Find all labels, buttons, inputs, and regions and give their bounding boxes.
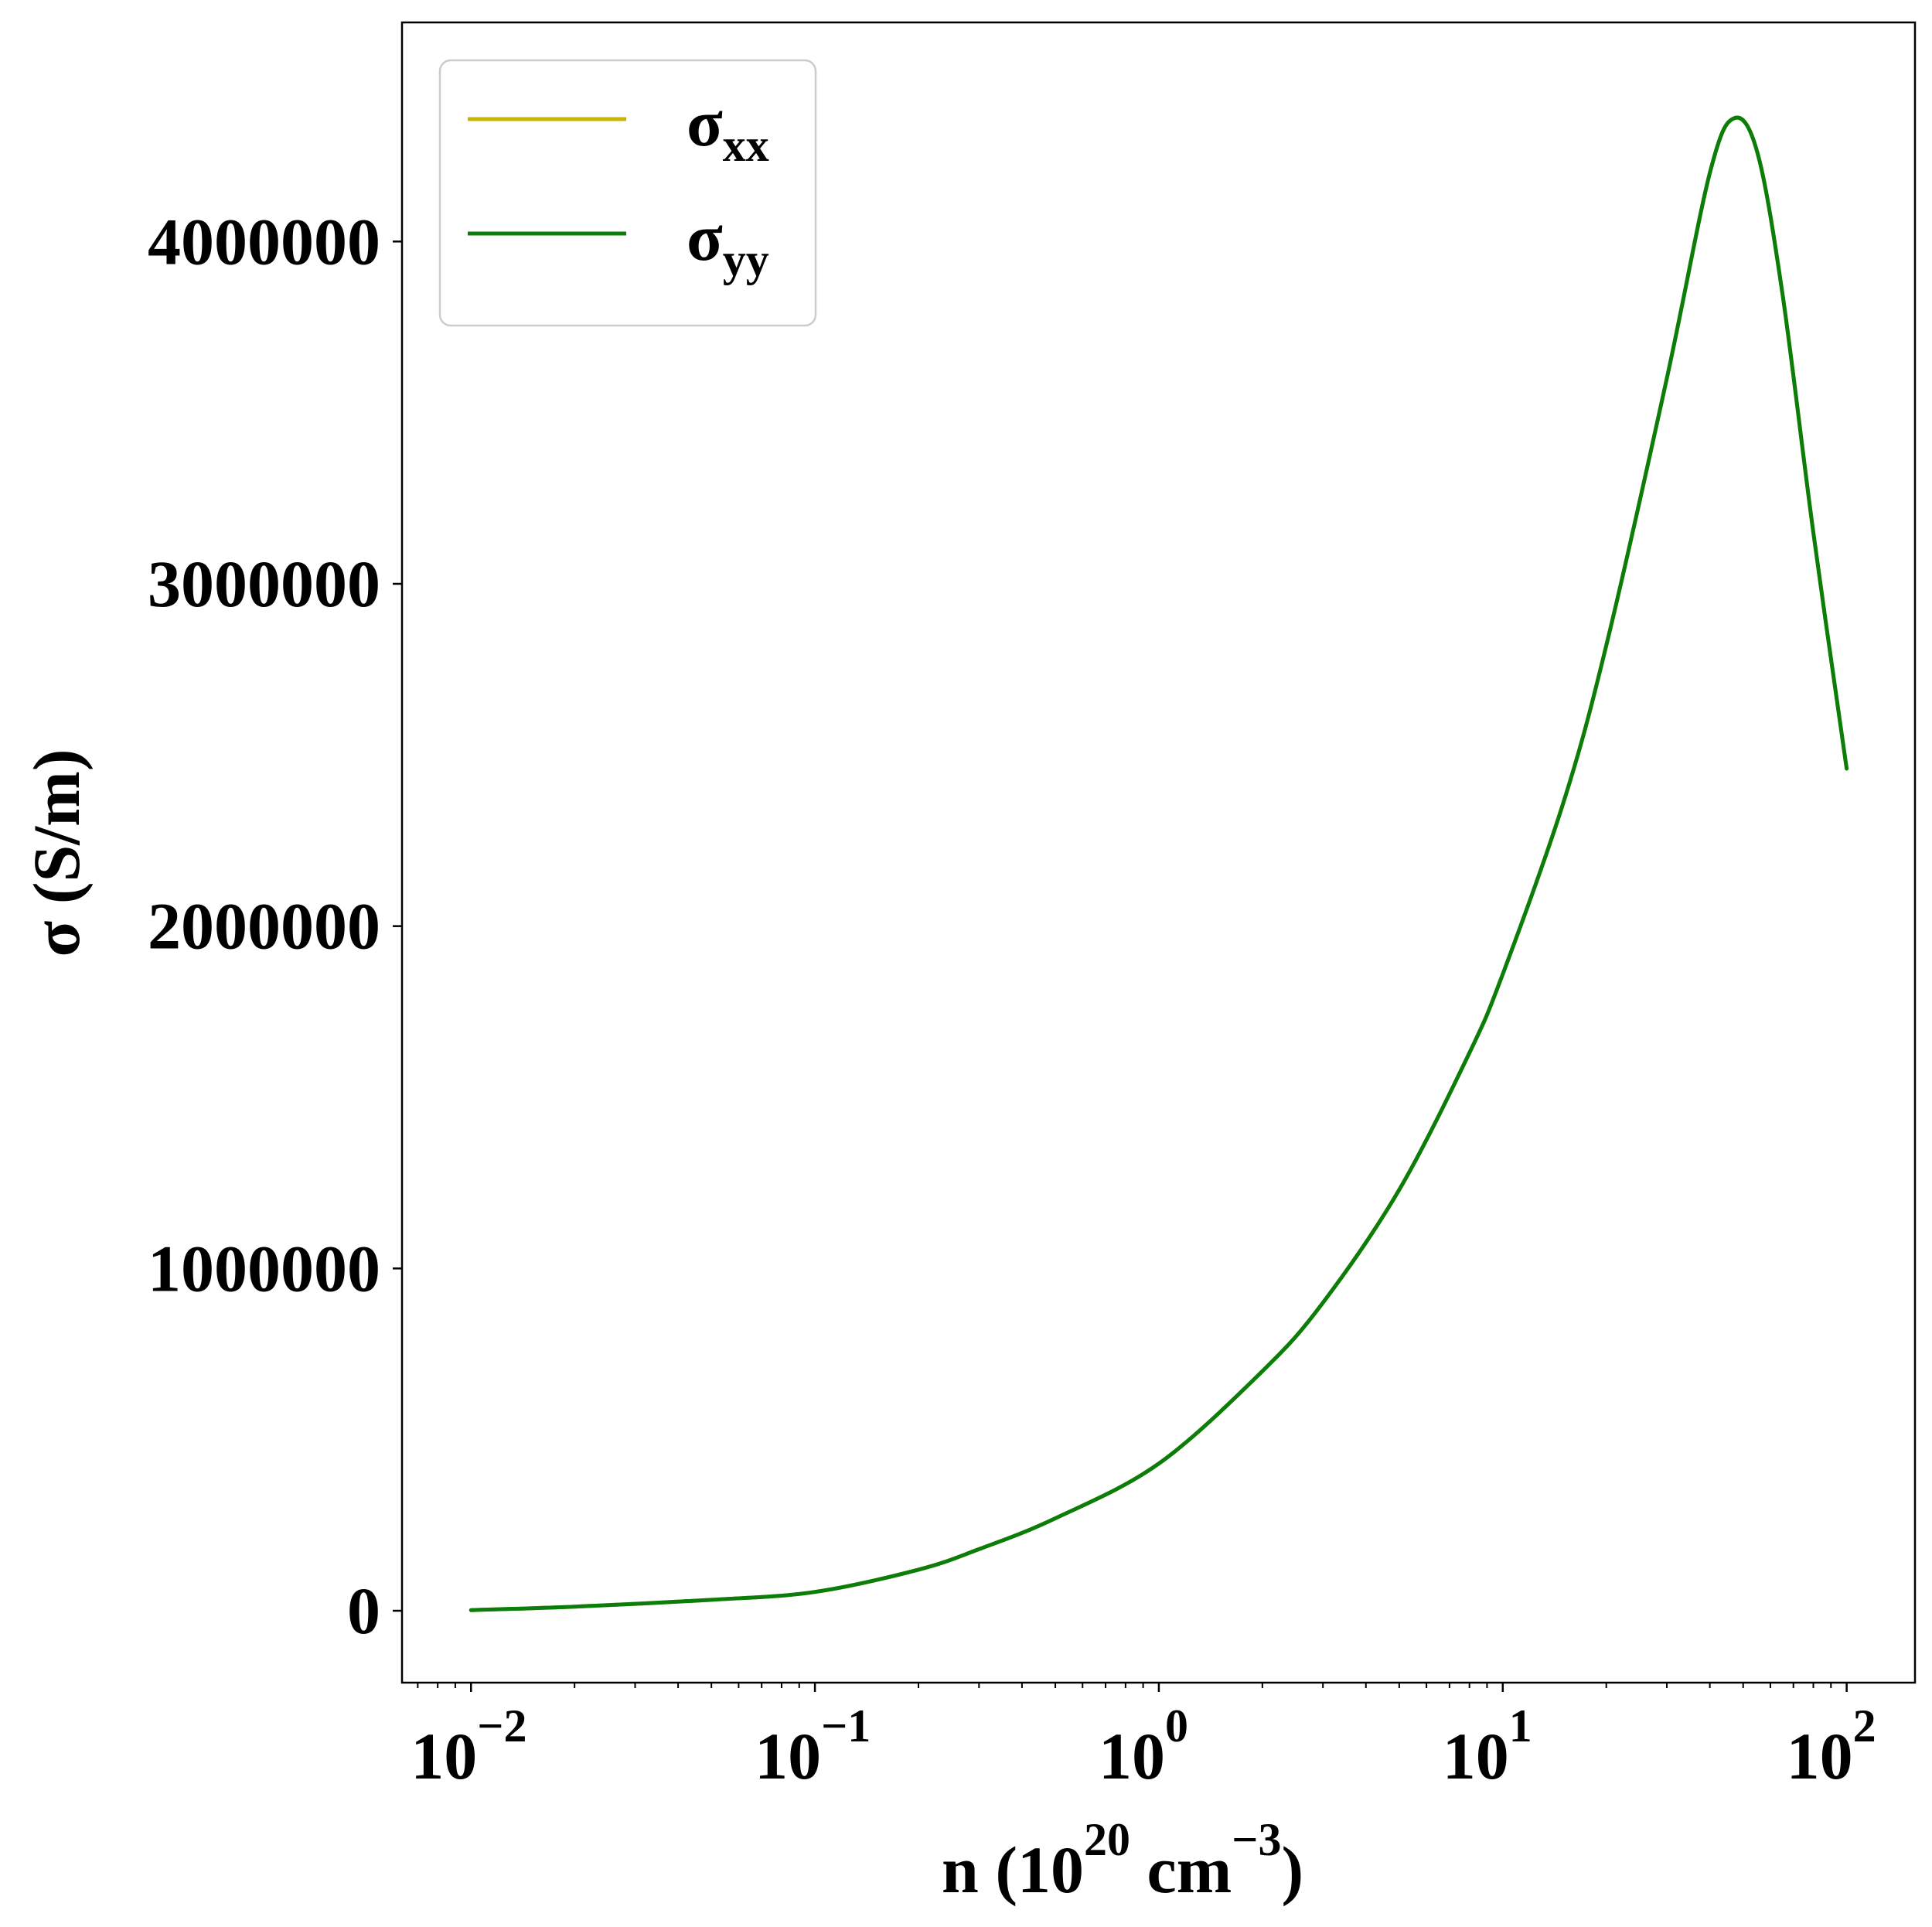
x-tick-base: 10: [411, 1719, 477, 1793]
x-tick-base: 10: [1099, 1719, 1165, 1793]
x-axis-label-main: n (10: [942, 1833, 1084, 1907]
legend-label-sigma-yy: σyy: [687, 200, 769, 285]
x-axis-label-sup2: −3: [1232, 1814, 1281, 1865]
y-tick-label: 0: [347, 1574, 380, 1648]
x-tick-label: 102: [1787, 1700, 1876, 1793]
y-tick-label: 2000000: [148, 889, 380, 964]
y-tick-label: 3000000: [148, 547, 380, 621]
legend-label-sigma-xx-sub: xx: [723, 120, 769, 171]
x-tick-label: 10−1: [755, 1700, 871, 1793]
y-axis: 0 1000000 2000000 3000000 4000000: [148, 204, 402, 1648]
x-axis: 10−2 10−1 100 101 102: [411, 1683, 1876, 1793]
x-tick-exponent: 1: [1509, 1700, 1532, 1751]
x-tick-exponent: −2: [477, 1700, 526, 1751]
x-tick-exponent: 2: [1853, 1700, 1876, 1751]
x-tick-label: 101: [1443, 1700, 1532, 1793]
x-tick-base: 10: [1443, 1719, 1509, 1793]
x-axis-label-mid: cm: [1130, 1833, 1232, 1907]
x-tick-exponent: 0: [1165, 1700, 1188, 1751]
x-tick-exponent: −1: [821, 1700, 871, 1751]
legend-label-sigma-xx-base: σ: [687, 86, 723, 160]
y-tick-label: 4000000: [148, 204, 380, 278]
y-axis-label: σ (S/m): [19, 749, 94, 957]
series-layer: [469, 115, 1849, 1612]
legend-label-sigma-yy-base: σ: [687, 200, 723, 275]
legend-label-sigma-yy-sub: yy: [723, 234, 769, 285]
series-line-sigma-yy: [469, 115, 1849, 1612]
x-tick-base: 10: [1787, 1719, 1853, 1793]
x-tick-label: 10−2: [411, 1700, 526, 1793]
x-tick-base: 10: [755, 1719, 821, 1793]
x-tick-label: 100: [1099, 1700, 1188, 1793]
legend-label-sigma-xx: σxx: [687, 86, 769, 171]
x-axis-label-end: ): [1281, 1833, 1303, 1907]
legend-box: [438, 59, 817, 327]
x-axis-label: n (1020 cm−3): [942, 1814, 1303, 1907]
x-axis-label-sup1: 20: [1084, 1814, 1130, 1865]
y-tick-label: 1000000: [148, 1231, 380, 1305]
legend: σxx σyy: [438, 59, 817, 327]
